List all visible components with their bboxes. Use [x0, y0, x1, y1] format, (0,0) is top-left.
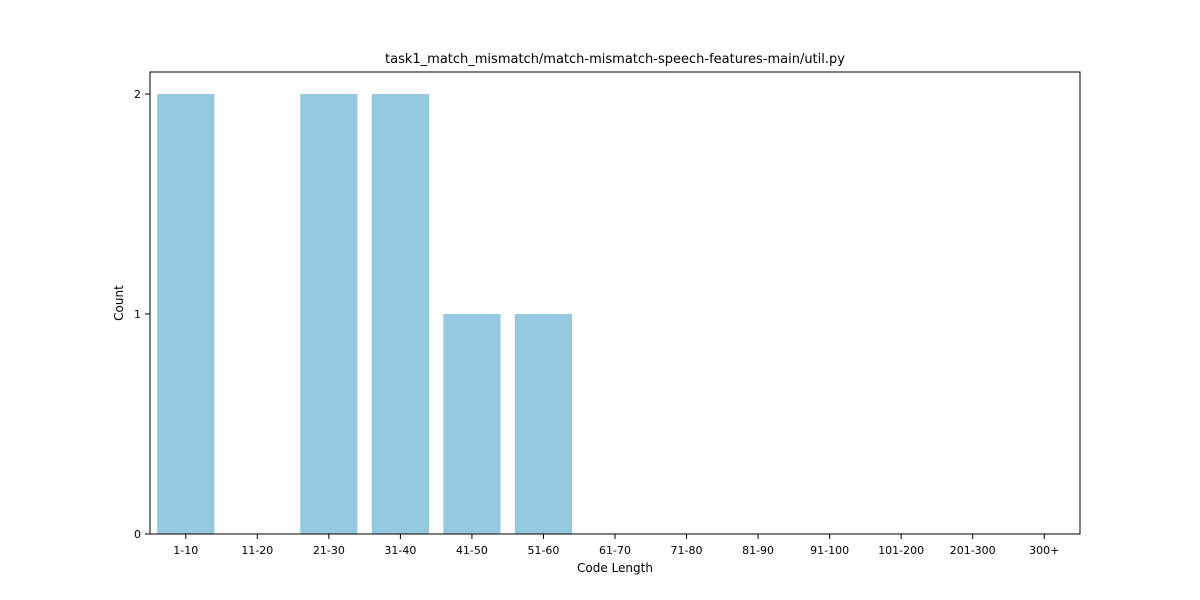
x-tick-label: 91-100: [810, 544, 849, 557]
x-tick-label: 71-80: [671, 544, 703, 557]
bar-31-40: [371, 94, 429, 534]
bar-51-60: [514, 314, 573, 534]
x-tick-label: 21-30: [313, 544, 345, 557]
x-tick-label: 11-20: [241, 544, 273, 557]
x-tick-label: 31-40: [384, 544, 416, 557]
x-tick-label: 1-10: [173, 544, 198, 557]
x-tick-label: 300+: [1029, 544, 1059, 557]
chart-title: task1_match_mismatch/match-mismatch-spee…: [385, 52, 845, 67]
x-tick-label: 61-70: [599, 544, 631, 557]
x-axis-ticks: 1-10 11-20 21-30 31-40 41-50 51-60 61-70 71-80 8…: [173, 534, 1059, 557]
bar-1-10: [157, 94, 215, 534]
bar-41-50: [443, 314, 501, 534]
y-axis-ticks: 0 1 2: [134, 88, 150, 541]
x-tick-label: 101-200: [878, 544, 924, 557]
x-tick-label: 81-90: [742, 544, 774, 557]
x-tick-label: 201-300: [950, 544, 996, 557]
bar-21-30: [300, 94, 358, 534]
x-tick-label: 41-50: [456, 544, 488, 557]
x-axis-label: Code Length: [577, 561, 653, 575]
bars: [157, 94, 573, 534]
y-tick-label: 0: [134, 528, 141, 541]
y-axis-label: Count: [112, 285, 126, 321]
y-tick-label: 1: [134, 308, 141, 321]
x-tick-label: 51-60: [527, 544, 559, 557]
y-tick-label: 2: [134, 88, 141, 101]
plot-frame: [149, 71, 1081, 535]
